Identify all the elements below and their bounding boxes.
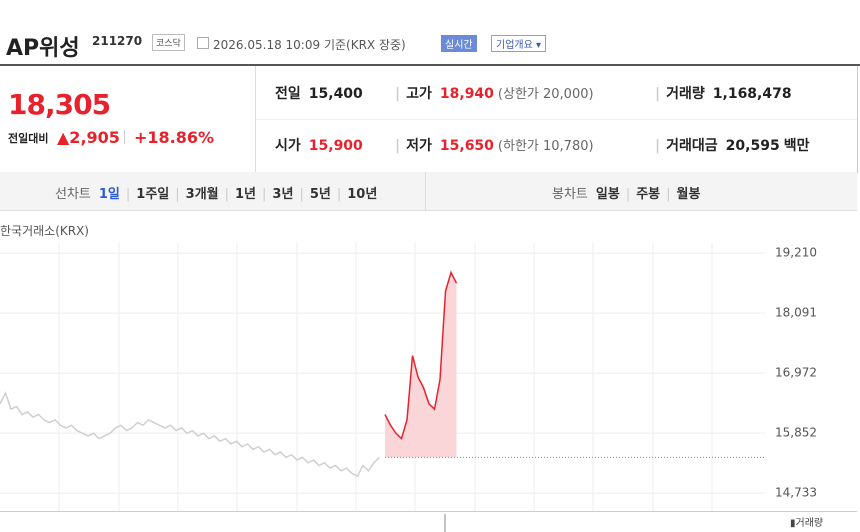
tab[interactable]: 5년	[309, 187, 331, 202]
item-label: 거래량	[666, 86, 705, 102]
sep	[0, 511, 857, 512]
sep: |	[262, 187, 267, 202]
line	[0, 391, 381, 478]
sep: |	[336, 187, 342, 202]
item-label: 거래대금	[666, 138, 718, 154]
y-tick-label: 15,852	[775, 426, 817, 440]
tab-label: 봉차트	[552, 187, 588, 202]
realtime-button[interactable]: 실시간	[441, 35, 477, 52]
sep: |	[125, 187, 131, 202]
stock-code: 211270	[92, 34, 143, 48]
item-unit: 백만	[783, 138, 810, 154]
timestamp: 2026.05.18 10:09 기준(KRX 장중)	[213, 36, 406, 53]
y-tick-label: 16,972	[775, 366, 817, 380]
line	[384, 270, 458, 441]
quote-item: | 저가 15,650 (하한가 10,780)	[395, 135, 594, 155]
item-extra: (하한가 10,780)	[497, 139, 594, 154]
sep	[256, 119, 857, 120]
overview-button[interactable]: 기업개요 ▾	[491, 35, 547, 52]
sep: |	[655, 86, 661, 102]
y-tick-label: 19,210	[775, 246, 817, 260]
divider	[0, 64, 860, 66]
sep: |	[395, 138, 401, 154]
item-extra: (상한가 20,000)	[497, 87, 594, 102]
item-value: 15,900	[308, 138, 363, 154]
tab[interactable]: 1년	[235, 187, 257, 202]
item-value: 18,940	[439, 86, 494, 102]
price: 18,305	[8, 88, 111, 121]
tab[interactable]: 주봉	[636, 187, 661, 202]
change-pct: +18.86%	[134, 128, 215, 147]
item-value: 15,650	[439, 138, 494, 154]
item-label: 저가	[406, 138, 432, 154]
volume-text: 거래량	[795, 518, 824, 529]
sep: |	[666, 187, 671, 202]
item-value: 1,168,478	[712, 86, 792, 102]
source: 한국거래소(KRX)	[0, 224, 89, 238]
tabs-candle: 봉차트 일봉 | 주봉 | 월봉	[552, 183, 700, 202]
quote-item: | 거래량 1,168,478	[655, 83, 792, 103]
item-value: 15,400	[308, 86, 363, 102]
time: 2026.05.18 10:09	[213, 38, 321, 52]
sep: |	[224, 187, 230, 202]
sep	[425, 172, 426, 210]
tab-bar	[0, 172, 857, 211]
sep	[255, 66, 256, 172]
area	[385, 272, 457, 458]
tab[interactable]: 1일	[98, 187, 120, 202]
calendar-icon	[197, 37, 209, 49]
tab[interactable]: 월봉	[676, 187, 701, 202]
sep: |	[175, 187, 180, 202]
basis: 기준(KRX 장중)	[323, 38, 406, 52]
tab-label: 선차트	[55, 187, 91, 202]
sep	[124, 130, 125, 144]
quote-item: 전일 15,400	[275, 83, 363, 103]
overview-label: 기업개요	[496, 40, 533, 51]
market-badge: 코스닥	[152, 34, 185, 51]
item-label: 고가	[406, 86, 432, 102]
volume-label: ▮거래량	[790, 518, 824, 529]
sep: |	[395, 86, 401, 102]
change-label: 전일대비	[8, 132, 49, 145]
sep: |	[299, 187, 304, 202]
quote-item: | 거래대금 20,595 백만	[655, 135, 810, 155]
tab[interactable]: 3개월	[185, 187, 219, 202]
stock-name: AP위성	[6, 36, 80, 61]
y-tick-label: 18,091	[775, 306, 817, 320]
sep: |	[655, 138, 661, 154]
item-label: 전일	[275, 86, 301, 102]
tab[interactable]: 3년	[272, 187, 294, 202]
tab[interactable]: 10년	[347, 187, 378, 202]
item-value: 20,595	[725, 138, 780, 154]
y-tick-label: 14,733	[775, 486, 817, 500]
quote-item: 시가 15,900	[275, 135, 363, 155]
item-label: 시가	[275, 138, 301, 154]
change: ▲2,905	[57, 128, 120, 147]
tab[interactable]: 1주일	[136, 187, 170, 202]
quote-item: | 고가 18,940 (상한가 20,000)	[395, 83, 594, 103]
tabs-line: 선차트 1일 | 1주일 | 3개월 | 1년 | 3년 | 5년 | 10년	[55, 183, 377, 202]
sep: |	[625, 187, 631, 202]
tab[interactable]: 일봉	[595, 187, 620, 202]
